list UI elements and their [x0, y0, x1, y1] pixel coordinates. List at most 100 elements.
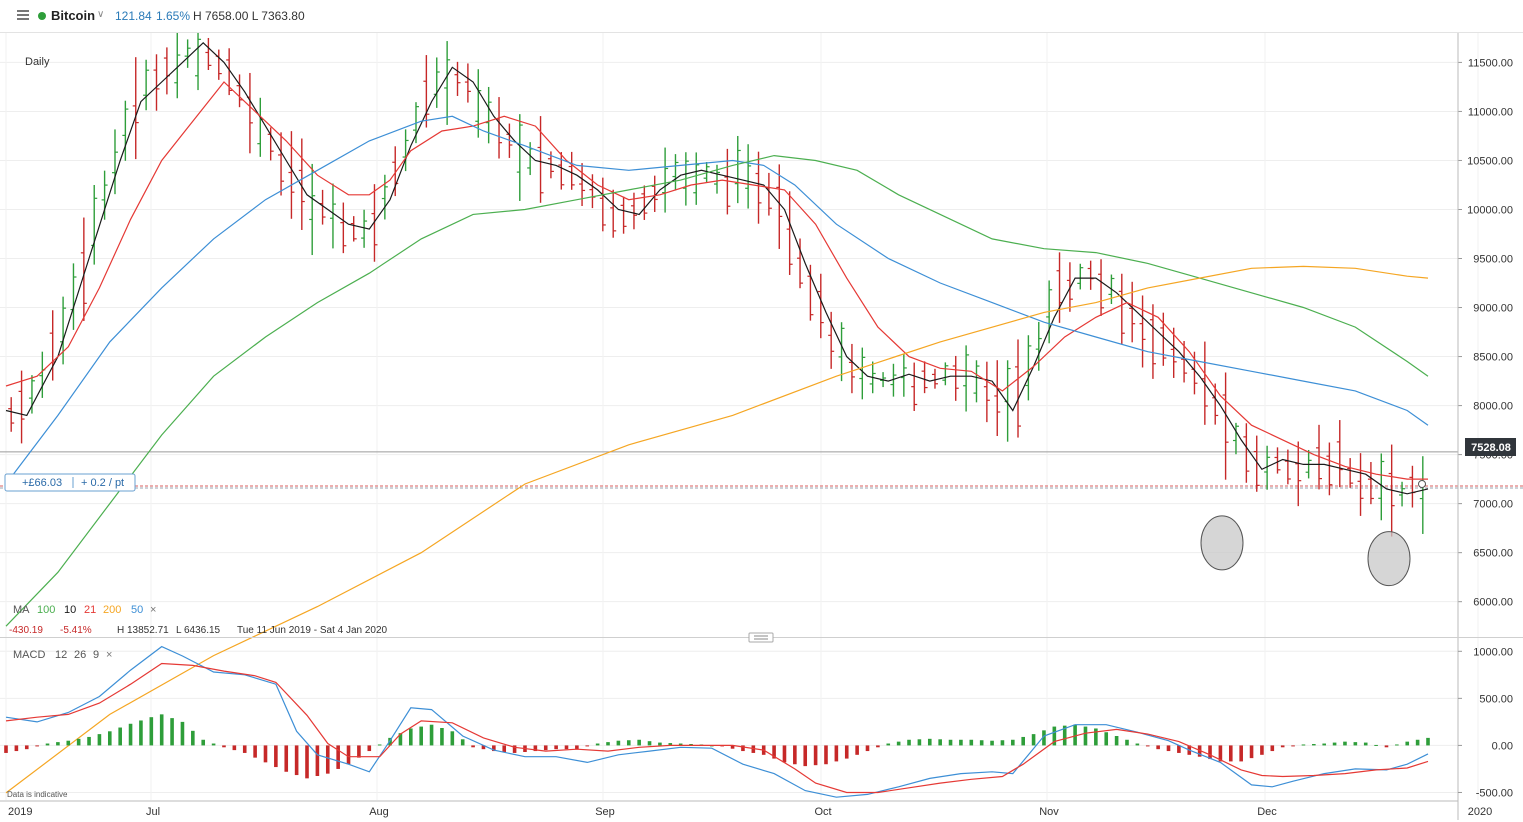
macd-histogram-bar [1177, 745, 1181, 753]
price-tick-label: 6000.00 [1473, 597, 1513, 609]
ma-legend[interactable]: MA 100 10 21 200 50 × [13, 604, 156, 616]
cursor-marker[interactable] [1418, 480, 1426, 488]
macd-line-macd [5, 645, 1429, 798]
macd-histogram-bar [1197, 745, 1202, 757]
low-circle-2 [1367, 531, 1411, 587]
macd-histogram-bar [637, 739, 641, 746]
macd-histogram-bar [1218, 745, 1223, 762]
x-tick-label: Nov [1039, 806, 1059, 818]
macd-histogram-bar [76, 738, 81, 746]
chevron-down-icon[interactable]: ∨ [97, 9, 105, 20]
macd-histogram-bar [751, 745, 756, 753]
macd-histogram-bar [730, 745, 735, 749]
macd-fast: 12 [55, 649, 67, 661]
ma-10: 10 [64, 604, 76, 616]
macd-histogram-bar [191, 730, 195, 746]
close-icon[interactable]: × [106, 649, 112, 661]
macd-histogram-bar [543, 745, 548, 751]
market-open-dot [38, 12, 46, 20]
macd-histogram-bar [1228, 745, 1233, 762]
macd-histogram-bar [803, 745, 808, 767]
price-tick-label: 10500.00 [1467, 155, 1513, 167]
x-tick-label: 2020 [1468, 806, 1492, 818]
moving-averages [5, 41, 1429, 794]
ma-label: MA [13, 604, 30, 616]
range-change: -430.19 [9, 625, 43, 636]
macd-histogram-bar [564, 745, 569, 750]
macd-histogram-bar [1011, 739, 1015, 746]
macd-histogram-bar [429, 724, 434, 746]
range-low: L 6436.15 [176, 625, 221, 636]
macd-histogram-bar [481, 745, 486, 750]
macd-histogram-bar [1156, 745, 1160, 750]
range-high: H 13852.71 [117, 625, 169, 636]
macd-histogram-bar [1062, 725, 1067, 746]
instrument-name[interactable]: Bitcoin [51, 8, 96, 23]
macd-histogram-bar [1353, 742, 1358, 746]
macd-histogram-bar [460, 739, 465, 746]
macd-histogram-bar [1343, 741, 1347, 746]
macd-histogram-bar [1145, 745, 1150, 747]
macd-histogram-bar [87, 736, 91, 746]
macd-histogram-bar [159, 714, 164, 746]
macd-histogram-bar [1166, 745, 1171, 752]
macd-histogram-bar [689, 744, 693, 746]
macd-histogram-bar [1114, 736, 1119, 746]
macd-histogram-bar [1332, 742, 1337, 746]
resize-handle[interactable] [748, 632, 774, 643]
macd-histogram-bar [1322, 743, 1327, 746]
position-pnl: +£66.03 [22, 477, 62, 489]
macd-histogram-bar [772, 745, 776, 759]
macd-histogram-bar [35, 745, 39, 747]
high-low: H 7658.00 L 7363.80 [193, 9, 305, 23]
range-stats: -430.19 -5.41% H 13852.71 L 6436.15 Tue … [9, 625, 388, 636]
macd-histogram-bar [907, 739, 911, 746]
macd-histogram-bar [876, 745, 880, 748]
macd-histogram-bar [1052, 726, 1057, 746]
macd-histogram-bar [66, 740, 71, 746]
macd-histogram-bar [626, 740, 631, 746]
low-circle-1 [1200, 515, 1244, 571]
macd-histogram-bar [377, 744, 382, 746]
price-tick-label: 10000.00 [1467, 204, 1513, 216]
macd-histogram-bar [834, 745, 839, 762]
macd-signal: 9 [93, 649, 99, 661]
macd-histogram-bar [1125, 739, 1129, 746]
x-tick-label: 2019 [8, 806, 32, 818]
grid-lines [0, 33, 1523, 800]
position-indicator[interactable]: +£66.03 + 0.2 / pt [4, 473, 136, 492]
date-range: Tue 11 Jun 2019 - Sat 4 Jan 2020 [237, 625, 388, 636]
macd-histogram-bar [1260, 745, 1264, 755]
menu-icon[interactable] [17, 10, 29, 20]
macd-histogram-bar [585, 745, 590, 747]
macd-histogram-bar [107, 731, 112, 746]
macd-histogram-bar [606, 742, 610, 746]
macd-legend[interactable]: MACD 12 26 9 × [13, 649, 112, 661]
macd-histogram-bar [917, 739, 922, 746]
x-tick-label: Dec [1257, 806, 1277, 818]
macd-histogram-bar [315, 745, 320, 776]
macd-histogram-bar [938, 739, 942, 746]
macd-histogram-bar [305, 745, 309, 779]
close-icon[interactable]: × [150, 604, 156, 616]
macd-histogram-bar [24, 745, 29, 750]
macd-histogram-bar [658, 742, 662, 746]
macd-histogram-bar [201, 739, 206, 746]
macd-histogram-bar [1104, 732, 1109, 746]
macd-histogram-bar [232, 745, 237, 751]
price-change: 121.84 [115, 9, 152, 23]
macd-label: MACD [13, 649, 45, 661]
macd-histogram-bar [263, 745, 268, 763]
ma-line-21 [5, 81, 1428, 480]
x-tick-label: Sep [595, 806, 615, 818]
macd-histogram-bar [616, 740, 621, 746]
macd-histogram-bar [927, 738, 932, 746]
x-tick-label: Jul [146, 806, 160, 818]
macd-histogram-bar [274, 745, 278, 768]
ma-21: 21 [84, 604, 96, 616]
macd-histogram-bar [1083, 726, 1088, 746]
macd-histogram-bar [1426, 737, 1430, 746]
macd-histogram-bar [1291, 745, 1295, 747]
macd-histogram-bar [1384, 745, 1389, 748]
